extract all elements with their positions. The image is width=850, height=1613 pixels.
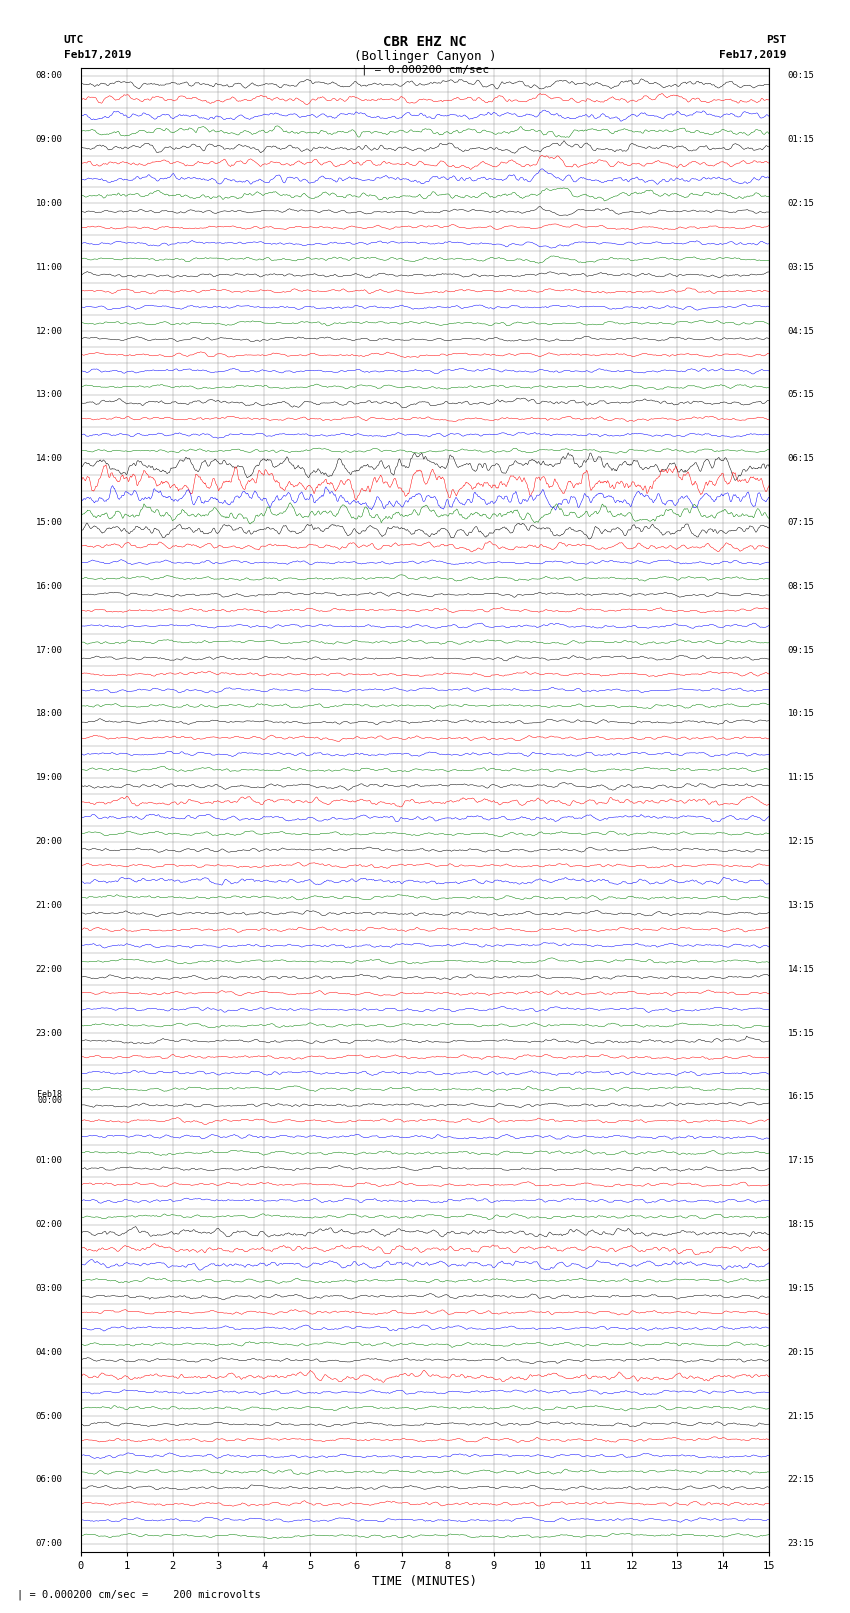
Text: 11:00: 11:00	[36, 263, 62, 271]
Text: Feb18: Feb18	[37, 1090, 62, 1098]
Text: 13:00: 13:00	[36, 390, 62, 400]
Text: | = 0.000200 cm/sec =    200 microvolts: | = 0.000200 cm/sec = 200 microvolts	[17, 1589, 261, 1600]
Text: 22:15: 22:15	[788, 1476, 814, 1484]
Text: 01:15: 01:15	[788, 135, 814, 144]
Text: 05:00: 05:00	[36, 1411, 62, 1421]
Text: 12:15: 12:15	[788, 837, 814, 847]
Text: 14:15: 14:15	[788, 965, 814, 974]
Text: 21:15: 21:15	[788, 1411, 814, 1421]
Text: PST: PST	[766, 35, 786, 45]
Text: 09:00: 09:00	[36, 135, 62, 144]
Text: CBR EHZ NC: CBR EHZ NC	[383, 35, 467, 50]
Text: 15:00: 15:00	[36, 518, 62, 527]
Text: 10:00: 10:00	[36, 198, 62, 208]
Text: 19:00: 19:00	[36, 773, 62, 782]
Text: 23:15: 23:15	[788, 1539, 814, 1548]
Text: 02:00: 02:00	[36, 1219, 62, 1229]
Text: 23:00: 23:00	[36, 1029, 62, 1037]
Text: 17:00: 17:00	[36, 645, 62, 655]
Text: 02:15: 02:15	[788, 198, 814, 208]
X-axis label: TIME (MINUTES): TIME (MINUTES)	[372, 1574, 478, 1587]
Text: 03:00: 03:00	[36, 1284, 62, 1294]
Text: 00:15: 00:15	[788, 71, 814, 81]
Text: 04:15: 04:15	[788, 326, 814, 336]
Text: 16:00: 16:00	[36, 582, 62, 590]
Text: 04:00: 04:00	[36, 1348, 62, 1357]
Text: 06:15: 06:15	[788, 455, 814, 463]
Text: 20:15: 20:15	[788, 1348, 814, 1357]
Text: 01:00: 01:00	[36, 1157, 62, 1165]
Text: 18:00: 18:00	[36, 710, 62, 718]
Text: 03:15: 03:15	[788, 263, 814, 271]
Text: 13:15: 13:15	[788, 902, 814, 910]
Text: 22:00: 22:00	[36, 965, 62, 974]
Text: 05:15: 05:15	[788, 390, 814, 400]
Text: 16:15: 16:15	[788, 1092, 814, 1102]
Text: Feb17,2019: Feb17,2019	[64, 50, 131, 60]
Text: 21:00: 21:00	[36, 902, 62, 910]
Text: 12:00: 12:00	[36, 326, 62, 336]
Text: 10:15: 10:15	[788, 710, 814, 718]
Text: 08:15: 08:15	[788, 582, 814, 590]
Text: 08:00: 08:00	[36, 71, 62, 81]
Text: 11:15: 11:15	[788, 773, 814, 782]
Text: UTC: UTC	[64, 35, 84, 45]
Text: 19:15: 19:15	[788, 1284, 814, 1294]
Text: 00:00: 00:00	[37, 1097, 62, 1105]
Text: 14:00: 14:00	[36, 455, 62, 463]
Text: Feb17,2019: Feb17,2019	[719, 50, 786, 60]
Text: 15:15: 15:15	[788, 1029, 814, 1037]
Text: | = 0.000200 cm/sec: | = 0.000200 cm/sec	[361, 65, 489, 76]
Text: 07:00: 07:00	[36, 1539, 62, 1548]
Text: 18:15: 18:15	[788, 1219, 814, 1229]
Text: 06:00: 06:00	[36, 1476, 62, 1484]
Text: 07:15: 07:15	[788, 518, 814, 527]
Text: (Bollinger Canyon ): (Bollinger Canyon )	[354, 50, 496, 63]
Text: 20:00: 20:00	[36, 837, 62, 847]
Text: 17:15: 17:15	[788, 1157, 814, 1165]
Text: 09:15: 09:15	[788, 645, 814, 655]
